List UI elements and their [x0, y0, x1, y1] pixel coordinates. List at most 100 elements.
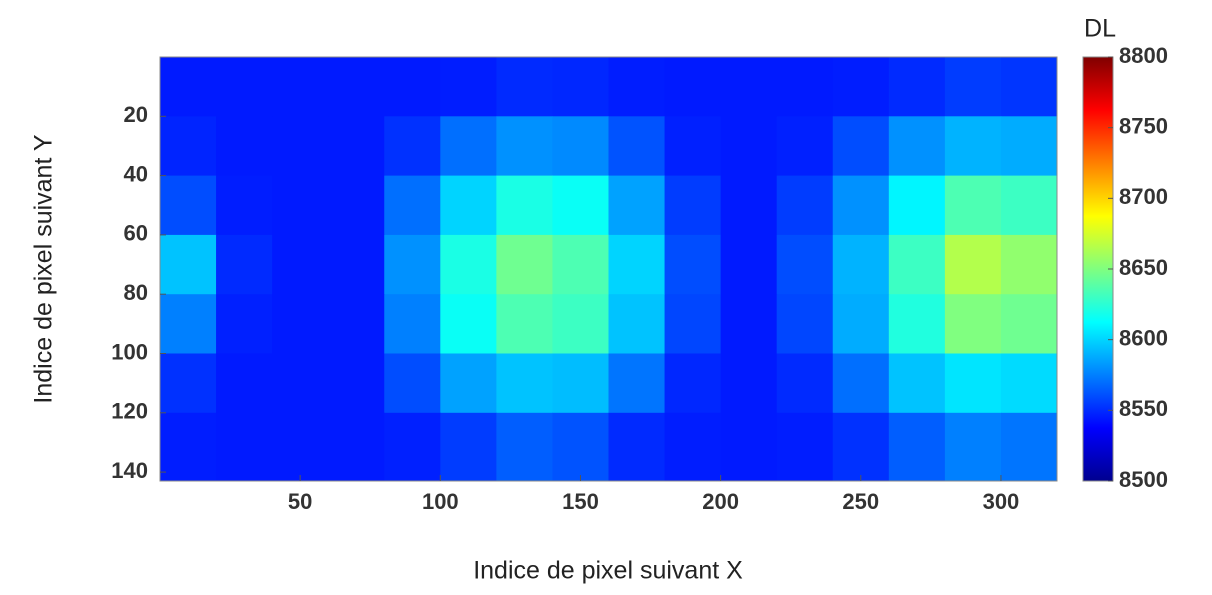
heatmap-cell: [272, 353, 329, 414]
heatmap-cell: [552, 57, 609, 117]
heatmap-cell: [384, 57, 441, 117]
heatmap-cell: [440, 294, 497, 355]
heatmap-cell: [664, 116, 722, 177]
heatmap-cell: [216, 234, 273, 295]
heatmap-cell: [944, 116, 1002, 177]
heatmap-cell: [664, 294, 722, 355]
heatmap-cell: [1000, 116, 1057, 177]
heatmap-cell: [1000, 294, 1057, 355]
y-tick-label: 140: [111, 458, 148, 483]
heatmap-cell: [552, 412, 609, 481]
heatmap-cell: [440, 412, 497, 481]
heatmap-cell: [328, 116, 385, 177]
heatmap-cell: [272, 175, 329, 236]
heatmap-cell: [328, 57, 385, 117]
heatmap-cell: [160, 294, 217, 355]
heatmap-cell: [664, 175, 722, 236]
heatmap-cell: [832, 234, 890, 295]
heatmap-cell: [776, 57, 834, 117]
heatmap-cell: [552, 353, 609, 414]
heatmap-cell: [496, 175, 553, 236]
heatmap-cell: [1000, 234, 1057, 295]
heatmap-cell: [384, 234, 441, 295]
colorbar-tick-label: 8550: [1119, 396, 1168, 421]
heatmap-cell: [832, 57, 890, 117]
heatmap-cell: [888, 412, 946, 481]
heatmap-cell: [328, 412, 385, 481]
heatmap-cell: [608, 294, 666, 355]
heatmap-cell: [216, 116, 273, 177]
heatmap-cell: [496, 353, 553, 414]
y-tick-label: 120: [111, 399, 148, 424]
heatmap-cell: [160, 116, 217, 177]
heatmap-cell: [720, 353, 778, 414]
heatmap-cell: [272, 116, 329, 177]
heatmap-cell: [384, 353, 441, 414]
heatmap-cell: [944, 412, 1002, 481]
colorbar-tick-label: 8800: [1119, 43, 1168, 68]
heatmap-cell: [944, 234, 1002, 295]
x-tick-label: 50: [288, 489, 312, 514]
y-tick-label: 100: [111, 339, 148, 364]
heatmap-cell: [272, 57, 329, 117]
heatmap: [160, 57, 1057, 481]
heatmap-cell: [832, 353, 890, 414]
heatmap-cell: [832, 116, 890, 177]
heatmap-cell: [664, 353, 722, 414]
heatmap-cell: [440, 57, 497, 117]
colorbar-tick-label: 8700: [1119, 184, 1168, 209]
y-axis-label: Indice de pixel suivant Y: [30, 134, 58, 403]
heatmap-cell: [944, 57, 1002, 117]
heatmap-cell: [496, 234, 553, 295]
heatmap-cell: [160, 234, 217, 295]
heatmap-cell: [216, 353, 273, 414]
colorbar-tick-label: 8750: [1119, 113, 1168, 138]
x-axis-label: Indice de pixel suivant X: [473, 557, 743, 585]
heatmap-cell: [552, 234, 609, 295]
heatmap-cell: [440, 175, 497, 236]
heatmap-cell: [664, 57, 722, 117]
heatmap-cell: [776, 294, 834, 355]
heatmap-cell: [272, 412, 329, 481]
x-tick-label: 150: [562, 489, 599, 514]
heatmap-cell: [272, 294, 329, 355]
heatmap-cell: [888, 57, 946, 117]
heatmap-cell: [944, 353, 1002, 414]
heatmap-cell: [216, 294, 273, 355]
heatmap-cell: [888, 234, 946, 295]
heatmap-cell: [888, 294, 946, 355]
heatmap-cell: [664, 412, 722, 481]
heatmap-cell: [1000, 175, 1057, 236]
heatmap-cell: [776, 116, 834, 177]
heatmap-cell: [608, 57, 666, 117]
x-tick-label: 100: [422, 489, 459, 514]
heatmap-cell: [720, 294, 778, 355]
heatmap-cell: [384, 294, 441, 355]
heatmap-cell: [664, 234, 722, 295]
heatmap-cell: [496, 412, 553, 481]
heatmap-cell: [720, 412, 778, 481]
heatmap-cell: [608, 353, 666, 414]
x-tick-label: 200: [702, 489, 739, 514]
heatmap-cell: [328, 294, 385, 355]
heatmap-cell: [776, 234, 834, 295]
heatmap-cell: [328, 353, 385, 414]
heatmap-cell: [888, 116, 946, 177]
y-tick-label: 80: [124, 280, 148, 305]
heatmap-cell: [384, 175, 441, 236]
heatmap-cell: [216, 175, 273, 236]
heatmap-cell: [552, 175, 609, 236]
heatmap-cell: [440, 116, 497, 177]
heatmap-cell: [608, 412, 666, 481]
heatmap-cell: [216, 57, 273, 117]
heatmap-cell: [552, 116, 609, 177]
heatmap-cell: [720, 175, 778, 236]
heatmap-cell: [944, 175, 1002, 236]
heatmap-cell: [776, 175, 834, 236]
heatmap-cell: [776, 412, 834, 481]
heatmap-cell: [160, 353, 217, 414]
heatmap-cell: [608, 175, 666, 236]
heatmap-cell: [888, 175, 946, 236]
y-tick-label: 20: [124, 102, 148, 127]
